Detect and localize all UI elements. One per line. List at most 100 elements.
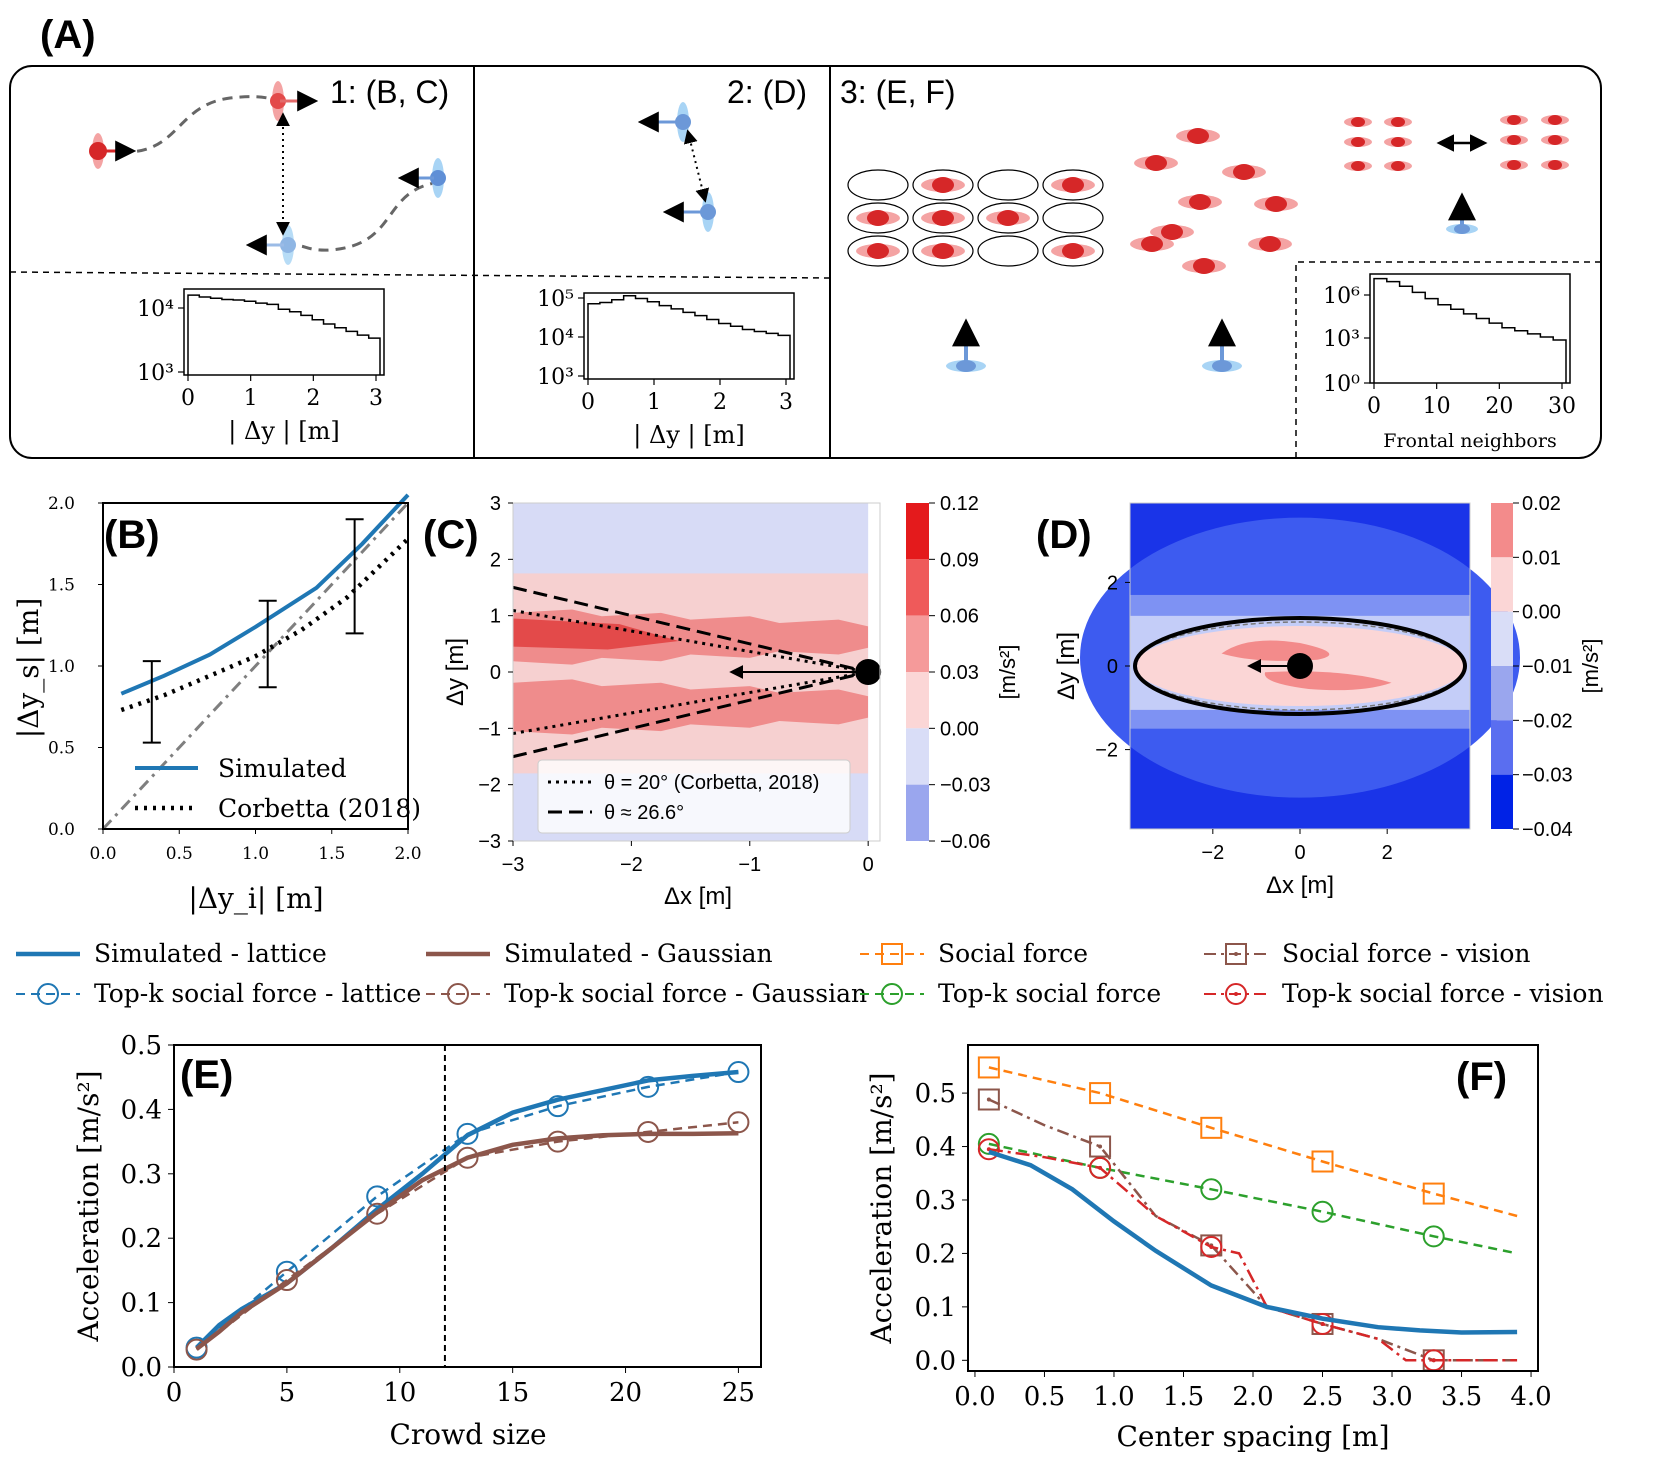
- series-marker: [275, 1269, 298, 1292]
- ytick-label: 0: [490, 662, 501, 684]
- colorbar-segment: [906, 672, 929, 729]
- heatmap-band-outer: [513, 573, 869, 774]
- lattice-person-core: [932, 210, 954, 226]
- histogram-steps: [1373, 277, 1567, 383]
- legend-label: Top-k social force: [938, 979, 1161, 1008]
- vision-crowd-illustration: [1344, 115, 1569, 234]
- ytick-label: 0.0: [48, 820, 75, 840]
- vision-person-core: [1351, 137, 1365, 147]
- vision-person-core: [1351, 117, 1365, 127]
- hist-xtick-label: 30: [1548, 394, 1576, 419]
- legend-EF: Simulated - lattice Simulated - Gaussian S…: [16, 939, 1604, 1008]
- histogram-steps: [187, 294, 381, 375]
- hist-xtick-label: 3: [779, 390, 793, 415]
- theta26-line-lower: [512, 670, 869, 759]
- lattice-person-core: [1062, 177, 1084, 193]
- legend-swatch-square: [1225, 943, 1247, 965]
- dashed-separator-right: [1295, 261, 1601, 458]
- ytick-label: −1: [478, 718, 501, 740]
- vision-person-core: [1507, 160, 1521, 170]
- ytick-label: 0: [1107, 656, 1118, 678]
- vision-observer-core: [1454, 224, 1470, 234]
- colorbar-label: [m/s²]: [1578, 639, 1603, 694]
- series-line: [988, 1066, 1518, 1218]
- xtick-label: 0.0: [954, 1382, 995, 1412]
- vision-person-core: [1391, 117, 1405, 127]
- axes-frame: [173, 1044, 762, 1368]
- xtick-label: 1.0: [1093, 1382, 1134, 1412]
- legend-swatch-circle: [881, 983, 903, 1005]
- colorbar-segment: [906, 615, 929, 672]
- x-axis-label: Δx [m]: [664, 883, 732, 910]
- series-marker: [1089, 1082, 1112, 1105]
- ytick-label: 0.4: [121, 1095, 162, 1125]
- lattice-cell: [977, 169, 1039, 201]
- series-line: [195, 1069, 739, 1350]
- histogram-steps: [587, 295, 791, 379]
- hist-xtick-label: 20: [1485, 394, 1513, 419]
- hist-xlabel: Frontal neighbors: [1383, 430, 1556, 452]
- colorbar-segment: [906, 503, 929, 560]
- panel-B-chart: 0.0 0.5 1.0 1.5 2.0 0.0 0.5 1.0 1.5 2.0 |Δy_i| [m]…: [12, 493, 422, 915]
- legend-theta20-label: θ = 20° (Corbetta, 2018): [604, 772, 819, 794]
- histogram-frame: [183, 288, 385, 376]
- series-line: [195, 1070, 739, 1349]
- series-marker: [456, 1146, 479, 1169]
- panel-E-label: (E): [180, 1053, 233, 1097]
- heatmap-peak: [513, 618, 679, 650]
- colorbar-tick-label: 0.09: [940, 549, 979, 571]
- ytick-label: 2: [490, 549, 501, 571]
- colorbar-tick-label: −0.04: [1522, 819, 1573, 841]
- ytick-label: 0.5: [48, 739, 75, 759]
- series-marker: [977, 1088, 1000, 1111]
- legend-swatch-dot: [1234, 992, 1238, 996]
- legend-swatch-square: [881, 943, 903, 965]
- panel-D-label: (D): [1036, 513, 1092, 557]
- hist-xtick-label: 2: [713, 390, 727, 415]
- hist-ytick-label: 10³: [537, 365, 574, 390]
- series-marker-dot: [986, 1097, 991, 1102]
- colorbar-segment: [1491, 666, 1513, 721]
- gaussian-person-core: [1187, 128, 1209, 144]
- lattice-person-core: [932, 243, 954, 259]
- series-marker: [1422, 1182, 1445, 1205]
- y-axis-label: Δy [m]: [1053, 632, 1080, 700]
- xtick-label: 0.5: [166, 844, 193, 864]
- series-marker: [1311, 1150, 1334, 1173]
- vision-person-core: [1548, 115, 1562, 125]
- hist-xtick-label: 3: [369, 386, 383, 411]
- ytick-label: −2: [478, 775, 501, 797]
- xtick-label: −2: [620, 854, 643, 876]
- series-marker-dot: [1098, 1144, 1103, 1149]
- series-marker-dot: [1320, 1321, 1325, 1326]
- legend-label: Social force - vision: [1282, 939, 1531, 968]
- legend-label: Top-k social force - lattice: [94, 979, 421, 1008]
- xtick-label: 0: [863, 854, 874, 876]
- hist-ytick-label: 10⁴: [137, 297, 174, 322]
- series-line: [195, 1121, 739, 1351]
- hist-xtick-label: 0: [581, 390, 595, 415]
- gaussian-observer-core: [1212, 360, 1232, 372]
- histogram-frame: [583, 292, 795, 380]
- xtick-label: 1.0: [242, 844, 269, 864]
- series-marker: [1200, 1236, 1223, 1259]
- legend-swatch-dot: [1234, 952, 1238, 956]
- series-marker: [366, 1202, 389, 1225]
- trajectory-illustration-1: [89, 81, 446, 265]
- colorbar-segment: [906, 784, 929, 841]
- sub1-title: 1: (B, C): [330, 74, 449, 110]
- panel-E-chart: 0 5 10 15 20 25 0.0 0.1 0.2 0.3 0.4 0.5 Crowd size Ac…: [72, 1031, 762, 1451]
- ytick-label: 0.4: [915, 1133, 956, 1163]
- xtick-label: 25: [722, 1378, 755, 1408]
- ytick-label: 0.0: [915, 1346, 956, 1376]
- xtick-label: 2: [1382, 842, 1393, 864]
- colorbar-tick-label: 0.06: [940, 606, 979, 628]
- vision-person-core: [1351, 161, 1365, 171]
- lattice-cell: [847, 202, 909, 234]
- series-marker: [1422, 1225, 1445, 1248]
- ytick-label: 2.0: [48, 494, 75, 514]
- lattice-person-core: [932, 177, 954, 193]
- gaussian-person-core: [1265, 196, 1287, 212]
- legend-box: [537, 759, 851, 834]
